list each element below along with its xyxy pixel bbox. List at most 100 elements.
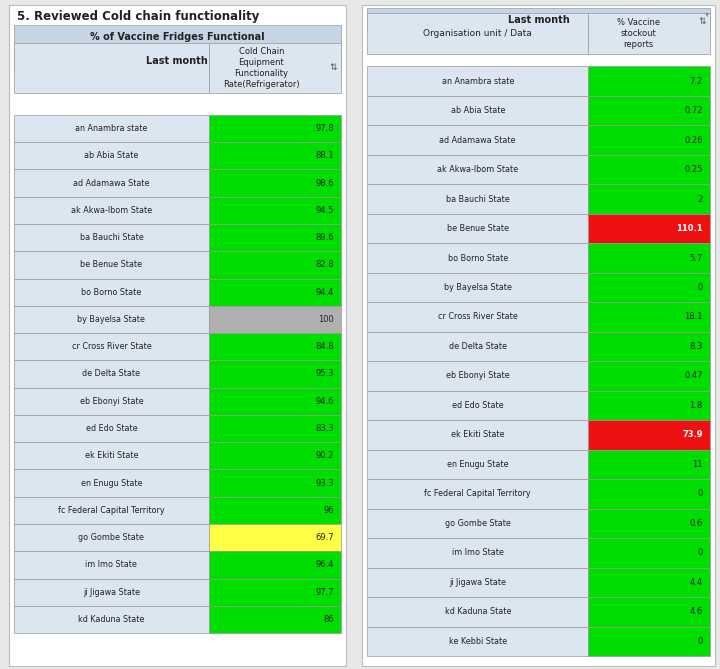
- Text: ji Jigawa State: ji Jigawa State: [83, 587, 140, 597]
- Bar: [588, 627, 710, 656]
- Text: eb Ebonyi State: eb Ebonyi State: [446, 371, 510, 381]
- Bar: [14, 579, 209, 606]
- Bar: [209, 197, 341, 224]
- Text: 69.7: 69.7: [315, 533, 334, 542]
- Text: kd Kaduna State: kd Kaduna State: [444, 607, 511, 616]
- Text: fc Federal Capital Territory: fc Federal Capital Territory: [58, 506, 165, 515]
- Bar: [209, 142, 341, 169]
- Text: 73.9: 73.9: [682, 430, 703, 440]
- Text: 97.8: 97.8: [315, 124, 334, 133]
- Bar: [367, 8, 710, 31]
- Bar: [588, 155, 710, 185]
- Bar: [367, 567, 588, 597]
- Bar: [14, 361, 209, 387]
- Text: ba Bauchi State: ba Bauchi State: [79, 233, 143, 242]
- Bar: [209, 306, 341, 333]
- Text: Organisation unit / Data: Organisation unit / Data: [423, 29, 532, 38]
- Text: 0.72: 0.72: [684, 106, 703, 115]
- Text: 84.8: 84.8: [315, 343, 334, 351]
- Text: ek Ekiti State: ek Ekiti State: [451, 430, 505, 440]
- Text: 0: 0: [698, 489, 703, 498]
- Bar: [588, 13, 710, 54]
- Bar: [209, 387, 341, 415]
- Bar: [209, 361, 341, 387]
- Bar: [588, 96, 710, 125]
- Bar: [367, 244, 588, 273]
- Text: 18.1: 18.1: [684, 312, 703, 322]
- Text: 7.2: 7.2: [689, 77, 703, 86]
- Bar: [14, 43, 209, 92]
- Bar: [14, 442, 209, 470]
- Bar: [14, 606, 209, 633]
- Text: 83.3: 83.3: [315, 424, 334, 433]
- Text: 96.4: 96.4: [315, 561, 334, 569]
- Bar: [588, 420, 710, 450]
- Text: ▾: ▾: [706, 9, 710, 18]
- Text: ad Adamawa State: ad Adamawa State: [439, 136, 516, 145]
- Bar: [209, 470, 341, 496]
- Text: be Benue State: be Benue State: [81, 260, 143, 270]
- Text: Cold Chain
Equipment
Functionality
Rate(Refrigerator): Cold Chain Equipment Functionality Rate(…: [223, 47, 300, 89]
- Text: an Anambra state: an Anambra state: [75, 124, 148, 133]
- Bar: [209, 524, 341, 551]
- Bar: [588, 332, 710, 361]
- Bar: [588, 244, 710, 273]
- Bar: [588, 479, 710, 508]
- Bar: [588, 567, 710, 597]
- Bar: [14, 524, 209, 551]
- Bar: [588, 302, 710, 332]
- Bar: [14, 496, 209, 524]
- Bar: [14, 169, 209, 197]
- Bar: [14, 278, 209, 306]
- Bar: [209, 169, 341, 197]
- Bar: [14, 387, 209, 415]
- Text: ⇅: ⇅: [330, 64, 337, 72]
- Bar: [588, 508, 710, 538]
- Text: by Bayelsa State: by Bayelsa State: [78, 315, 145, 324]
- Bar: [367, 508, 588, 538]
- Text: 5. Reviewed Cold chain functionality: 5. Reviewed Cold chain functionality: [17, 10, 259, 23]
- Bar: [14, 25, 341, 48]
- Bar: [367, 597, 588, 627]
- Bar: [209, 442, 341, 470]
- Bar: [588, 361, 710, 391]
- Text: ek Ekiti State: ek Ekiti State: [85, 452, 138, 460]
- Text: go Gombe State: go Gombe State: [445, 519, 510, 528]
- Text: 4.6: 4.6: [689, 607, 703, 616]
- Bar: [367, 420, 588, 450]
- Text: 89.6: 89.6: [315, 233, 334, 242]
- FancyBboxPatch shape: [9, 5, 346, 666]
- Text: ji Jigawa State: ji Jigawa State: [449, 578, 506, 587]
- Bar: [367, 332, 588, 361]
- Text: 94.4: 94.4: [315, 288, 334, 296]
- Bar: [209, 224, 341, 252]
- Bar: [367, 479, 588, 508]
- Bar: [209, 415, 341, 442]
- Bar: [367, 214, 588, 244]
- Text: bo Borno State: bo Borno State: [448, 254, 508, 262]
- Text: kd Kaduna State: kd Kaduna State: [78, 615, 145, 624]
- Bar: [588, 450, 710, 479]
- Text: ed Edo State: ed Edo State: [86, 424, 138, 433]
- Text: de Delta State: de Delta State: [449, 342, 507, 351]
- Text: an Anambra state: an Anambra state: [441, 77, 514, 86]
- Text: 11: 11: [692, 460, 703, 469]
- Text: ab Abia State: ab Abia State: [451, 106, 505, 115]
- Text: 100: 100: [318, 315, 334, 324]
- Bar: [367, 391, 588, 420]
- Bar: [14, 470, 209, 496]
- Text: 93.3: 93.3: [315, 478, 334, 488]
- Text: by Bayelsa State: by Bayelsa State: [444, 283, 512, 292]
- Text: 96: 96: [323, 506, 334, 515]
- Bar: [588, 185, 710, 214]
- Bar: [209, 252, 341, 278]
- Bar: [367, 538, 588, 567]
- Bar: [209, 43, 341, 92]
- Text: bo Borno State: bo Borno State: [81, 288, 142, 296]
- Text: im Imo State: im Imo State: [86, 561, 138, 569]
- Bar: [367, 273, 588, 302]
- Text: en Enugu State: en Enugu State: [81, 478, 142, 488]
- Bar: [209, 278, 341, 306]
- Text: ke Kebbi State: ke Kebbi State: [449, 637, 507, 646]
- Text: ⇅: ⇅: [698, 17, 706, 26]
